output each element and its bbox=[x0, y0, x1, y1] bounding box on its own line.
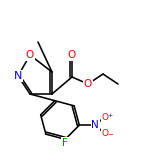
Text: O: O bbox=[26, 50, 34, 60]
Text: O: O bbox=[68, 50, 76, 60]
Text: −: − bbox=[107, 132, 113, 138]
Text: N: N bbox=[92, 120, 99, 130]
Text: O: O bbox=[102, 129, 109, 138]
Text: +: + bbox=[107, 113, 112, 118]
Text: N: N bbox=[14, 71, 22, 81]
Text: O: O bbox=[84, 79, 92, 89]
Text: F: F bbox=[62, 138, 68, 148]
Text: O: O bbox=[102, 113, 109, 122]
